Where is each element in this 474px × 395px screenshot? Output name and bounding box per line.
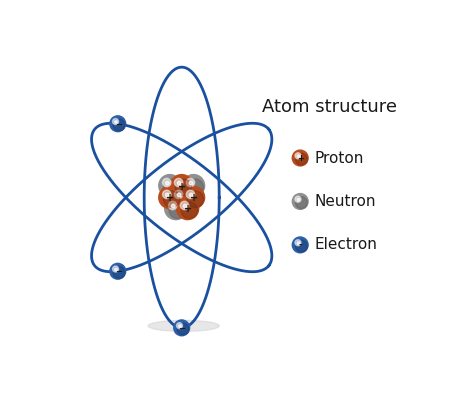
Circle shape bbox=[171, 186, 193, 209]
Circle shape bbox=[297, 242, 300, 245]
Circle shape bbox=[297, 155, 300, 158]
Circle shape bbox=[171, 204, 175, 208]
Circle shape bbox=[295, 197, 307, 209]
Text: +: + bbox=[166, 194, 174, 203]
Circle shape bbox=[182, 175, 205, 197]
Text: +: + bbox=[297, 154, 304, 163]
Circle shape bbox=[187, 179, 203, 196]
Circle shape bbox=[175, 179, 191, 196]
Text: +: + bbox=[190, 194, 198, 203]
Circle shape bbox=[183, 204, 187, 208]
Ellipse shape bbox=[148, 320, 219, 331]
Circle shape bbox=[159, 175, 181, 197]
Circle shape bbox=[110, 116, 126, 132]
Circle shape bbox=[171, 175, 193, 197]
Circle shape bbox=[186, 190, 195, 199]
Text: Proton: Proton bbox=[314, 150, 364, 166]
Circle shape bbox=[163, 191, 180, 207]
Circle shape bbox=[176, 323, 182, 329]
Circle shape bbox=[292, 150, 308, 166]
Circle shape bbox=[189, 193, 193, 197]
Circle shape bbox=[187, 191, 203, 207]
Circle shape bbox=[165, 181, 169, 185]
Circle shape bbox=[186, 179, 195, 187]
Text: −: − bbox=[179, 324, 186, 333]
Text: +: + bbox=[184, 205, 192, 214]
Text: Atom structure: Atom structure bbox=[262, 98, 397, 116]
Circle shape bbox=[181, 202, 198, 218]
Circle shape bbox=[295, 153, 307, 165]
Circle shape bbox=[163, 179, 180, 196]
Circle shape bbox=[163, 179, 171, 187]
Circle shape bbox=[189, 181, 193, 185]
Circle shape bbox=[176, 198, 199, 220]
Circle shape bbox=[113, 267, 125, 278]
Circle shape bbox=[174, 320, 190, 336]
Text: Neutron: Neutron bbox=[314, 194, 376, 209]
Circle shape bbox=[168, 201, 177, 210]
Circle shape bbox=[292, 237, 308, 253]
Circle shape bbox=[175, 191, 191, 207]
Circle shape bbox=[295, 240, 307, 252]
Circle shape bbox=[163, 190, 171, 199]
Text: -: - bbox=[299, 241, 302, 250]
Circle shape bbox=[182, 186, 205, 209]
Circle shape bbox=[295, 153, 301, 159]
Circle shape bbox=[297, 198, 300, 201]
Circle shape bbox=[177, 181, 181, 185]
Circle shape bbox=[174, 190, 183, 199]
Circle shape bbox=[177, 323, 189, 335]
Circle shape bbox=[112, 118, 118, 124]
Circle shape bbox=[110, 263, 126, 279]
Text: Electron: Electron bbox=[314, 237, 377, 252]
Circle shape bbox=[165, 193, 169, 197]
Circle shape bbox=[112, 266, 118, 272]
Circle shape bbox=[164, 198, 187, 220]
Circle shape bbox=[295, 240, 301, 246]
Circle shape bbox=[180, 201, 189, 210]
Text: +: + bbox=[178, 182, 186, 192]
Text: −: − bbox=[115, 267, 122, 276]
Circle shape bbox=[292, 194, 308, 209]
Circle shape bbox=[295, 196, 301, 202]
Circle shape bbox=[174, 179, 183, 187]
Circle shape bbox=[169, 202, 186, 218]
Circle shape bbox=[115, 120, 117, 123]
Circle shape bbox=[113, 119, 125, 131]
Circle shape bbox=[179, 325, 181, 327]
Text: −: − bbox=[115, 120, 122, 129]
Circle shape bbox=[159, 186, 181, 209]
Circle shape bbox=[115, 268, 117, 271]
Circle shape bbox=[177, 193, 181, 197]
